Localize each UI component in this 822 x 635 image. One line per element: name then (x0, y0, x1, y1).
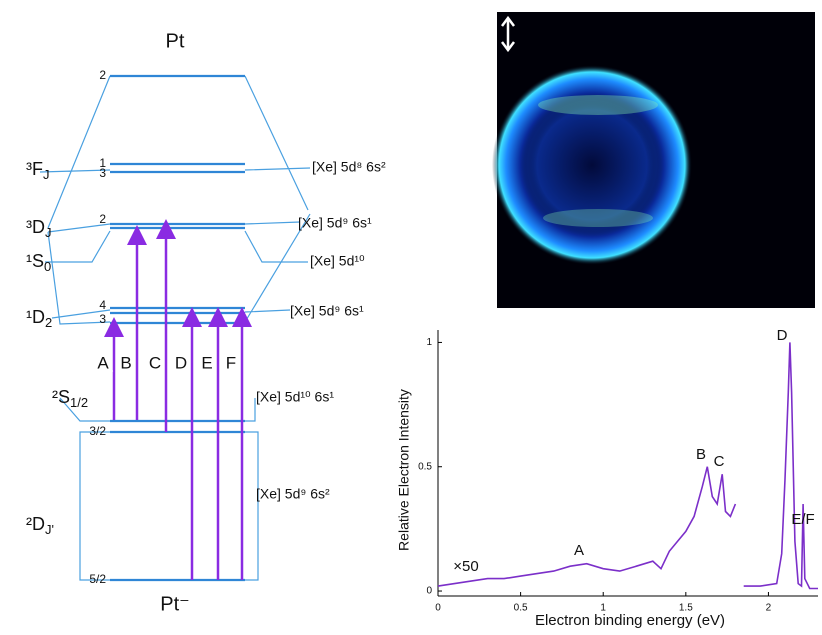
configuration: [Xe] 5d⁹ 6s² (256, 486, 330, 502)
term-symbol: ²D (26, 514, 45, 534)
x-tick-label: 0 (435, 603, 441, 614)
atom-label: Pt (166, 30, 185, 52)
figure: PtPt⁻2132433/25/2³FJ³DJ¹S0¹D2²S1/2²DJ'[X… (0, 0, 822, 630)
level-label: 2 (99, 68, 106, 82)
term-subscript: J (45, 225, 52, 240)
annotation: C (714, 453, 725, 470)
term-subscript: 2 (45, 315, 52, 330)
anion-label: Pt⁻ (160, 593, 189, 615)
x-tick-label: 2 (766, 603, 772, 614)
y-tick-label: 0 (426, 586, 432, 597)
term-label: ¹S0 (26, 251, 51, 275)
term-label: ²DJ' (26, 514, 54, 538)
photoelectron-image (492, 12, 815, 308)
term-symbol: ¹S (26, 251, 44, 271)
configuration: [Xe] 5d⁸ 6s² (312, 159, 386, 175)
term-label: ³FJ (26, 159, 50, 183)
term-subscript: J' (45, 522, 54, 537)
level-label: 3 (99, 312, 106, 326)
term-subscript: J (43, 167, 50, 182)
level-label: 4 (99, 298, 106, 312)
configuration: [Xe] 5d¹⁰ 6s¹ (256, 389, 334, 405)
y-tick-label: 0.5 (418, 461, 432, 472)
configuration: [Xe] 5d⁹ 6s¹ (298, 215, 372, 231)
annotation: B (696, 446, 706, 463)
configuration: [Xe] 5d¹⁰ (310, 253, 365, 269)
level-label: 2 (99, 212, 106, 226)
annotation: D (777, 327, 788, 344)
term-subscript: 1/2 (70, 395, 88, 410)
spectrum-line (438, 342, 818, 588)
level-label: 3/2 (89, 424, 106, 438)
level-label: 3 (99, 166, 106, 180)
term-subscript: 0 (44, 259, 51, 274)
transition-label: A (97, 353, 109, 372)
y-tick-label: 1 (426, 337, 432, 348)
transition-label: D (175, 353, 187, 372)
configuration: [Xe] 5d⁹ 6s¹ (290, 303, 364, 319)
spectrum (438, 330, 818, 596)
transition-label: F (226, 353, 236, 372)
term-label: ²S1/2 (52, 387, 88, 411)
y-axis-label: Relative Electron Intensity (396, 389, 412, 551)
x-tick-label: 0.5 (514, 603, 528, 614)
level-label: 5/2 (89, 572, 106, 586)
term-label: ¹D2 (26, 307, 52, 331)
term-label: ³DJ (26, 217, 52, 241)
transition-label: C (149, 353, 161, 372)
term-symbol: ¹D (26, 307, 45, 327)
annotation: A (574, 542, 584, 559)
term-symbol: ³F (26, 159, 43, 179)
annotation: E/F (791, 511, 814, 528)
term-symbol: ³D (26, 217, 45, 237)
annotation: ×50 (453, 558, 478, 575)
term-symbol: ²S (52, 387, 70, 407)
transition-label: B (120, 353, 131, 372)
x-axis-label: Electron binding energy (eV) (535, 612, 725, 629)
transition-label: E (201, 353, 212, 372)
energy-diagram (40, 76, 310, 580)
